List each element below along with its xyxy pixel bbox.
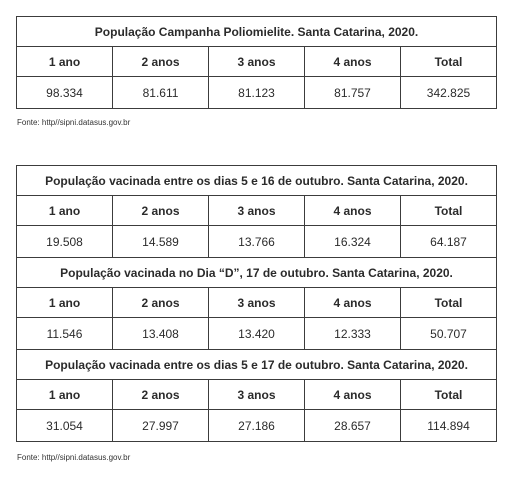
cell-3-anos: 13.766: [208, 225, 305, 258]
column-header-2-anos: 2 anos: [112, 379, 209, 410]
cell-1-ano: 11.546: [16, 317, 113, 350]
column-header-1-ano: 1 ano: [16, 195, 113, 226]
cell-1-ano: 31.054: [16, 409, 113, 442]
table-row: 19.508 14.589 13.766 16.324 64.187: [16, 225, 497, 258]
column-header-2-anos: 2 anos: [112, 46, 209, 77]
column-header-3-anos: 3 anos: [208, 195, 305, 226]
cell-2-anos: 13.408: [112, 317, 209, 350]
column-header-4-anos: 4 anos: [304, 46, 401, 77]
column-header-4-anos: 4 anos: [304, 195, 401, 226]
cell-3-anos: 81.123: [208, 76, 305, 109]
source-note: Fonte: http//sipni.datasus.gov.br: [17, 453, 131, 462]
cell-total: 50.707: [400, 317, 497, 350]
column-header-4-anos: 4 anos: [304, 287, 401, 318]
table-row: 98.334 81.611 81.123 81.757 342.825: [16, 76, 497, 109]
table-header-row: 1 ano 2 anos 3 anos 4 anos Total: [16, 46, 497, 77]
cell-total: 64.187: [400, 225, 497, 258]
cell-2-anos: 14.589: [112, 225, 209, 258]
polio-campaign-population-table: População Campanha Poliomielite. Santa C…: [16, 16, 497, 109]
cell-4-anos: 12.333: [304, 317, 401, 350]
cell-3-anos: 13.420: [208, 317, 305, 350]
table-row: 31.054 27.997 27.186 28.657 114.894: [16, 409, 497, 442]
column-header-total: Total: [400, 287, 497, 318]
cell-1-ano: 19.508: [16, 225, 113, 258]
cell-3-anos: 27.186: [208, 409, 305, 442]
table-header-row: 1 ano 2 anos 3 anos 4 anos Total: [16, 287, 497, 318]
table-title: População Campanha Poliomielite. Santa C…: [16, 16, 497, 47]
cell-1-ano: 98.334: [16, 76, 113, 109]
column-header-2-anos: 2 anos: [112, 195, 209, 226]
cell-2-anos: 27.997: [112, 409, 209, 442]
cell-4-anos: 81.757: [304, 76, 401, 109]
cell-4-anos: 16.324: [304, 225, 401, 258]
cell-2-anos: 81.611: [112, 76, 209, 109]
section-title-row: População vacinada entre os dias 5 e 17 …: [16, 349, 497, 380]
cell-total: 114.894: [400, 409, 497, 442]
table-title-row: População Campanha Poliomielite. Santa C…: [16, 16, 497, 47]
cell-total: 342.825: [400, 76, 497, 109]
cell-4-anos: 28.657: [304, 409, 401, 442]
column-header-total: Total: [400, 195, 497, 226]
column-header-3-anos: 3 anos: [208, 287, 305, 318]
column-header-total: Total: [400, 379, 497, 410]
section-title-row: População vacinada entre os dias 5 e 16 …: [16, 165, 497, 196]
column-header-1-ano: 1 ano: [16, 287, 113, 318]
table-header-row: 1 ano 2 anos 3 anos 4 anos Total: [16, 195, 497, 226]
column-header-3-anos: 3 anos: [208, 379, 305, 410]
table-row: 11.546 13.408 13.420 12.333 50.707: [16, 317, 497, 350]
column-header-2-anos: 2 anos: [112, 287, 209, 318]
column-header-total: Total: [400, 46, 497, 77]
column-header-1-ano: 1 ano: [16, 46, 113, 77]
section-title: População vacinada entre os dias 5 e 17 …: [16, 349, 497, 380]
section-title: População vacinada no Dia “D”, 17 de out…: [16, 257, 497, 288]
column-header-3-anos: 3 anos: [208, 46, 305, 77]
section-title: População vacinada entre os dias 5 e 16 …: [16, 165, 497, 196]
section-title-row: População vacinada no Dia “D”, 17 de out…: [16, 257, 497, 288]
column-header-1-ano: 1 ano: [16, 379, 113, 410]
vaccinated-population-table: População vacinada entre os dias 5 e 16 …: [16, 165, 497, 442]
column-header-4-anos: 4 anos: [304, 379, 401, 410]
table-header-row: 1 ano 2 anos 3 anos 4 anos Total: [16, 379, 497, 410]
source-note: Fonte: http//sipni.datasus.gov.br: [17, 118, 131, 127]
